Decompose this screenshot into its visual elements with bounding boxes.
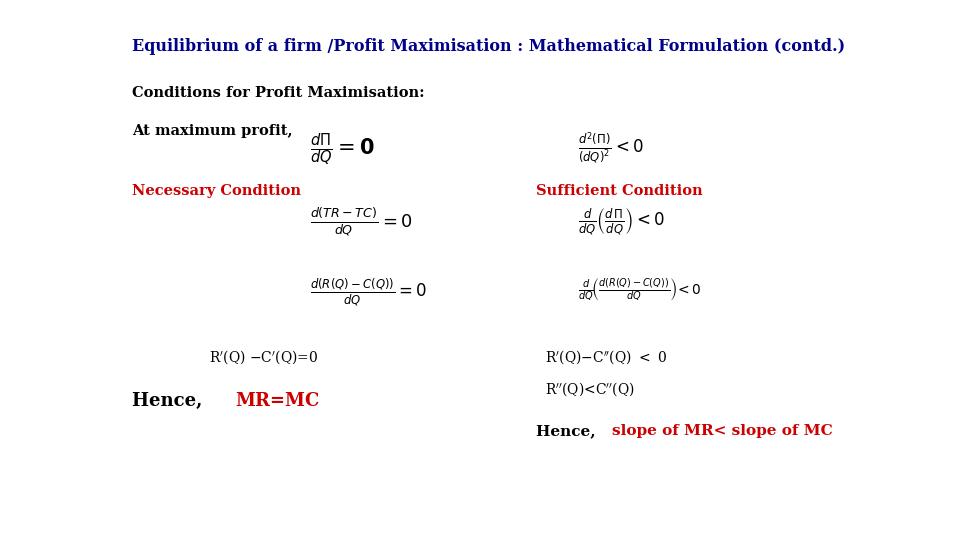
- Text: Conditions for Profit Maximisation:: Conditions for Profit Maximisation:: [132, 86, 425, 100]
- Text: Hence,: Hence,: [132, 392, 209, 409]
- Text: Hence,: Hence,: [536, 424, 601, 438]
- Text: slope of MR< slope of MC: slope of MR< slope of MC: [612, 424, 833, 438]
- Text: Necessary Condition: Necessary Condition: [132, 184, 301, 198]
- Text: $\frac{d(TR - TC)}{dQ} = 0$: $\frac{d(TR - TC)}{dQ} = 0$: [310, 206, 413, 239]
- Text: $\frac{d^2(\Pi)}{(dQ)^2} < 0$: $\frac{d^2(\Pi)}{(dQ)^2} < 0$: [578, 131, 643, 167]
- Text: MR=MC: MR=MC: [235, 392, 320, 409]
- Text: Equilibrium of a firm /Profit Maximisation : Mathematical Formulation (contd.): Equilibrium of a firm /Profit Maximisati…: [132, 38, 846, 55]
- Text: R$''$(Q)<C$''$(Q): R$''$(Q)<C$''$(Q): [545, 381, 635, 399]
- Text: Sufficient Condition: Sufficient Condition: [536, 184, 703, 198]
- Text: R$'$(Q) $-$C$'$(Q)=0: R$'$(Q) $-$C$'$(Q)=0: [209, 348, 319, 366]
- Text: R$'$(Q)$-$C$''$(Q) $<$ 0: R$'$(Q)$-$C$''$(Q) $<$ 0: [545, 348, 667, 366]
- Text: $\frac{d\Pi}{dQ} = \mathbf{0}$: $\frac{d\Pi}{dQ} = \mathbf{0}$: [310, 131, 374, 168]
- Text: $\frac{d(R(Q) - C(Q))}{dQ} = 0$: $\frac{d(R(Q) - C(Q))}{dQ} = 0$: [310, 277, 427, 309]
- Text: $\frac{d}{dQ}\left(\frac{d\,\Pi}{dQ}\right) < 0$: $\frac{d}{dQ}\left(\frac{d\,\Pi}{dQ}\rig…: [578, 206, 664, 237]
- Text: $\frac{d}{dQ}\!\left(\frac{d(R(Q)-C(Q))}{dQ}\right)\!<0$: $\frac{d}{dQ}\!\left(\frac{d(R(Q)-C(Q))}…: [578, 277, 701, 303]
- Text: At maximum profit,: At maximum profit,: [132, 124, 293, 138]
